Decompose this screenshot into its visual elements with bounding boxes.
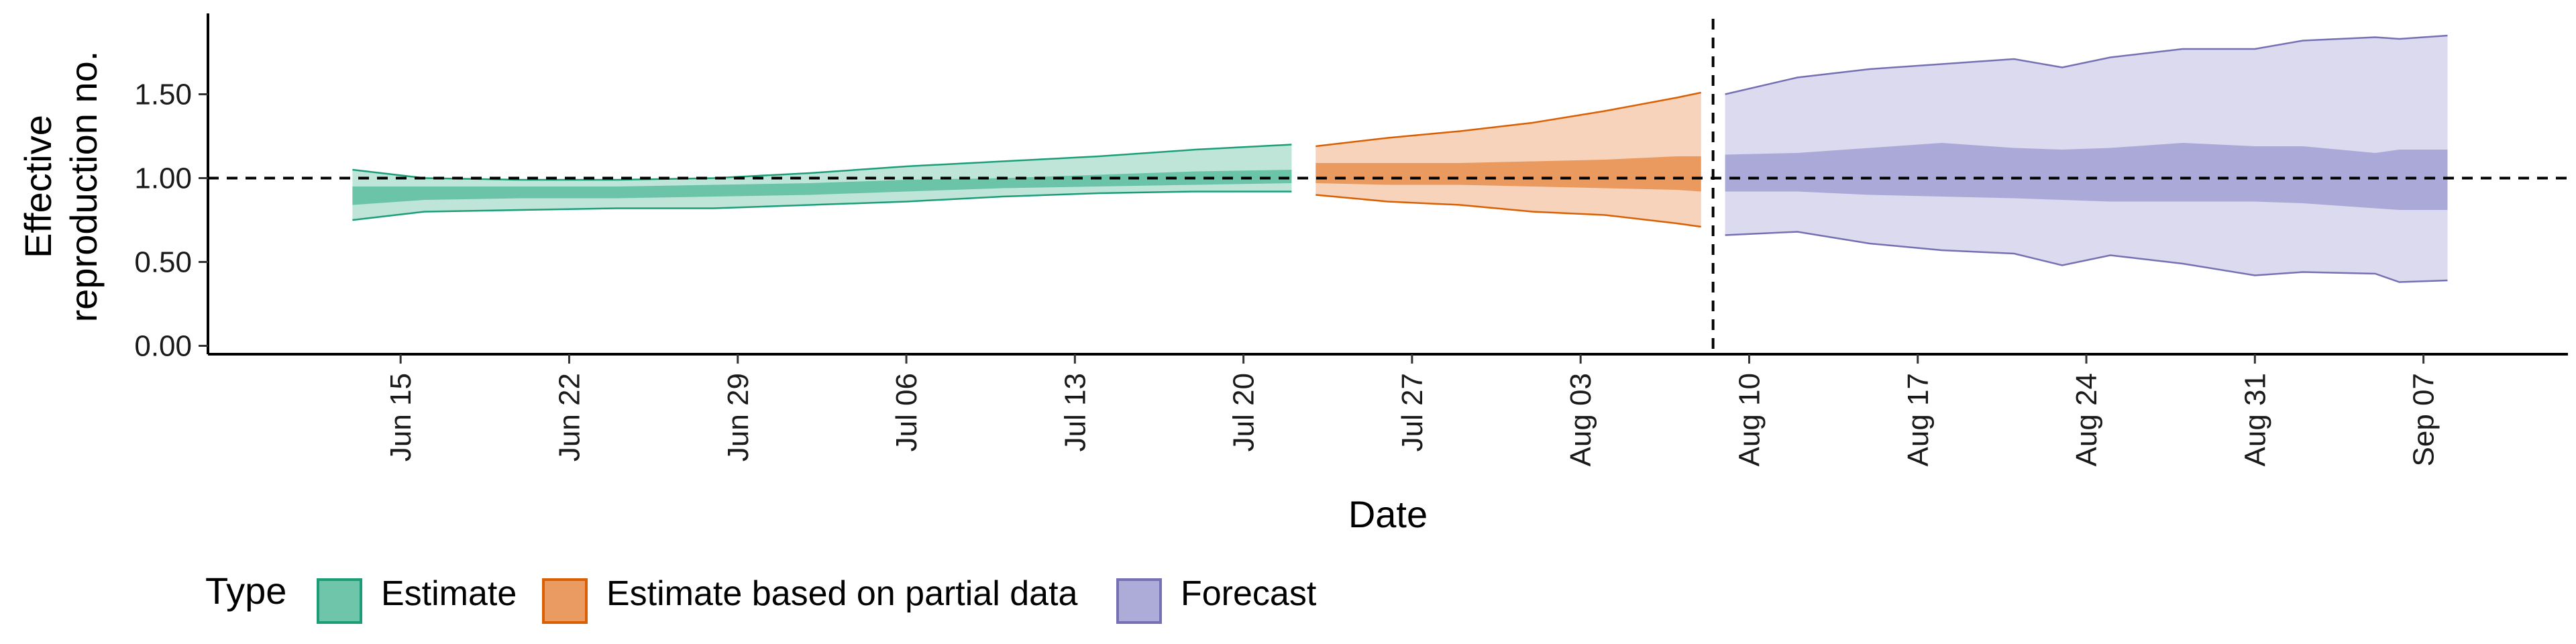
y-axis-title: Effective reproduction no.: [17, 51, 105, 323]
legend-key-estimate: [317, 578, 362, 624]
axis-labels: 0.00 0.50 1.00 1.50 Jun 15 Jun 22 Jun 29 Jul 06…: [17, 51, 2440, 535]
ribbon-90-estimate: [352, 144, 1292, 220]
legend-label-estimate: Estimate: [381, 574, 517, 613]
ribbon-90-lower-edge-estimate: [352, 191, 1292, 221]
legend-label-forecast: Forecast: [1181, 574, 1317, 613]
ribbon-90-upper-edge-estimate: [352, 144, 1292, 181]
x-tick-label: Jul 27: [1396, 373, 1429, 451]
ribbon-90-upper-edge-forecast: [1725, 34, 2448, 95]
x-tick-label: Jul 06: [890, 373, 923, 451]
x-tick-label: Jul 13: [1059, 373, 1091, 451]
x-tick-label: Aug 31: [2239, 373, 2271, 466]
ribbon-90-lower-edge-estimate-based-on-partial-data: [1316, 194, 1701, 228]
y-tick-label: 0.50: [134, 246, 192, 279]
x-tick-label: Jun 15: [384, 373, 417, 462]
bands-layer: [352, 34, 2448, 283]
x-tick-label: Jun 22: [553, 373, 586, 462]
ribbon-90-estimate-based-on-partial-data: [1316, 93, 1701, 227]
x-tick-label: Sep 07: [2408, 373, 2440, 466]
axes: [199, 13, 2568, 364]
legend: Type Estimate Estimate based on partial da…: [205, 570, 1317, 624]
legend-title: Type: [205, 570, 286, 612]
legend-key-estimate-based-on-partial-data: [542, 578, 588, 624]
y-tick-label: 1.50: [134, 78, 192, 111]
x-tick-label: Jul 20: [1228, 373, 1260, 451]
x-tick-label: Jun 29: [722, 373, 755, 462]
y-axis-title-line: reproduction no.: [62, 51, 105, 323]
ribbon-50-estimate-based-on-partial-data: [1316, 156, 1701, 192]
x-tick-label: Aug 24: [2070, 373, 2103, 466]
x-tick-label: Aug 10: [1733, 373, 1766, 466]
x-axis-title: Date: [1348, 493, 1428, 535]
x-tick-label: Aug 17: [1902, 373, 1935, 466]
ribbon-90-upper-edge-estimate-based-on-partial-data: [1316, 91, 1701, 148]
legend-label-estimate-based-on-partial-data: Estimate based on partial data: [606, 574, 1078, 613]
ribbon-90-lower-edge-forecast: [1725, 231, 2448, 283]
y-tick-label: 1.00: [134, 162, 192, 195]
ribbon-50-forecast: [1725, 143, 2448, 210]
y-axis-title-line: Effective: [17, 115, 59, 258]
x-tick-label: Aug 03: [1564, 373, 1597, 466]
y-tick-label: 0.00: [134, 330, 192, 363]
legend-key-forecast: [1116, 578, 1162, 624]
